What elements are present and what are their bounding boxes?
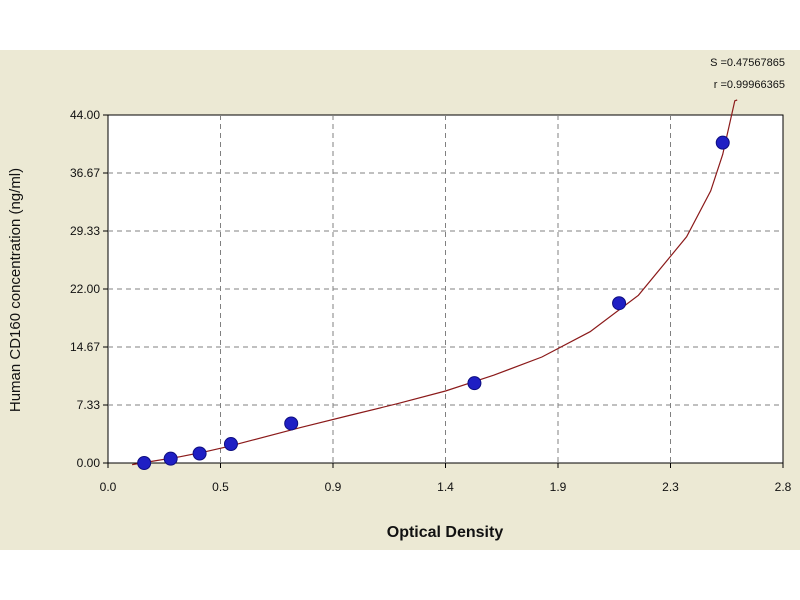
x-tick-label: 2.8: [775, 480, 792, 494]
gridlines: [108, 115, 783, 463]
data-point: [137, 456, 152, 470]
x-tick-label: 0.0: [100, 480, 117, 494]
data-point: [467, 376, 482, 391]
x-tick-label: 0.5: [212, 480, 229, 494]
x-tick-label: 2.3: [662, 480, 679, 494]
x-tick-label: 0.9: [325, 480, 342, 494]
y-tick-label: 44.00: [70, 108, 100, 122]
data-point: [284, 416, 299, 431]
x-axis-title: Optical Density: [387, 524, 504, 541]
x-tick-label: 1.4: [437, 480, 454, 494]
stat-s: S =0.47567865: [710, 57, 785, 69]
y-tick-label: 22.00: [70, 282, 100, 296]
y-tick-label: 7.33: [77, 398, 101, 412]
y-tick-label: 14.67: [70, 340, 100, 354]
data-point: [163, 451, 178, 466]
y-tick-labels: 0.00 7.33 14.67 22.00 29.33 36.67 44.00: [70, 108, 100, 470]
data-point: [192, 446, 207, 461]
y-tick-label: 36.67: [70, 166, 100, 180]
y-tick-label: 0.00: [77, 456, 101, 470]
data-point: [612, 296, 627, 311]
y-axis-title: Human CD160 concentration (ng/ml): [7, 168, 24, 412]
x-tick-label: 1.9: [550, 480, 567, 494]
axis-ticks: [103, 114, 784, 468]
data-points: [137, 135, 730, 470]
data-point: [223, 437, 238, 452]
data-point: [715, 135, 730, 150]
stat-r: r =0.99966365: [714, 79, 785, 91]
y-tick-label: 29.33: [70, 224, 100, 238]
x-tick-labels: 0.0 0.5 0.9 1.4 1.9 2.3 2.8: [100, 480, 792, 494]
